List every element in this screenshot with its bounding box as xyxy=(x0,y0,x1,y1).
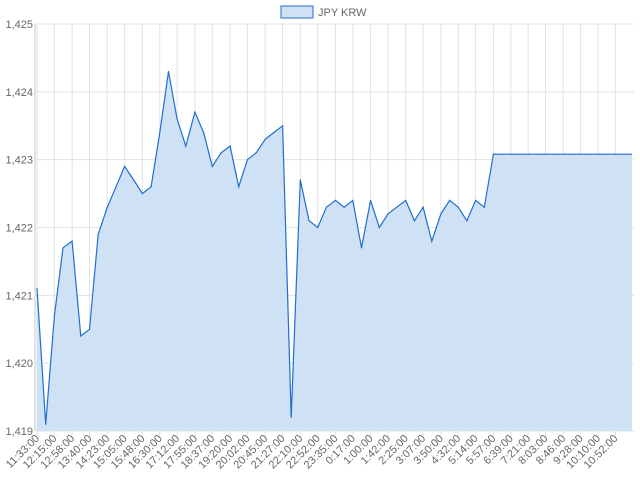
data-point xyxy=(159,131,161,134)
y-tick-label: 1,423 xyxy=(5,155,33,167)
data-point xyxy=(396,206,398,208)
data-point xyxy=(229,145,231,147)
data-point xyxy=(544,153,547,155)
data-point xyxy=(167,70,170,73)
data-point xyxy=(501,153,503,155)
data-point xyxy=(623,153,625,155)
legend-label: JPY KRW xyxy=(318,7,367,19)
data-point xyxy=(606,153,608,155)
legend[interactable]: JPY KRW xyxy=(280,5,367,19)
data-point xyxy=(518,153,521,155)
data-point xyxy=(202,131,205,134)
y-tick-label: 1,425 xyxy=(5,19,33,31)
data-point xyxy=(211,165,213,168)
data-point xyxy=(80,335,82,337)
data-point xyxy=(317,226,319,229)
data-point xyxy=(360,247,363,249)
data-point xyxy=(413,220,416,222)
data-point xyxy=(536,153,538,155)
data-point xyxy=(255,152,257,154)
data-point xyxy=(124,165,126,168)
data-point xyxy=(378,226,380,229)
data-point xyxy=(238,186,240,188)
x-axis: 11:33:0012:15:0012:58:0013:40:0014:23:00… xyxy=(4,433,621,472)
data-point xyxy=(220,152,222,154)
legend-swatch xyxy=(280,5,314,19)
y-tick-label: 1,424 xyxy=(5,87,33,99)
data-point xyxy=(36,287,38,290)
data-point xyxy=(352,199,354,201)
data-point xyxy=(483,206,485,208)
data-point xyxy=(597,153,599,155)
data-point xyxy=(431,240,433,242)
data-point xyxy=(571,153,573,155)
data-point xyxy=(62,247,64,249)
data-point xyxy=(106,206,108,208)
y-tick-label: 1,422 xyxy=(5,223,33,235)
data-point xyxy=(562,153,564,155)
data-point xyxy=(281,125,284,127)
data-point xyxy=(580,153,582,155)
data-point xyxy=(422,206,424,208)
data-point xyxy=(553,153,555,155)
data-point xyxy=(527,153,529,155)
data-point xyxy=(176,118,178,120)
data-point xyxy=(194,111,196,113)
data-point xyxy=(448,199,451,201)
data-point xyxy=(405,199,407,201)
y-tick-label: 1,419 xyxy=(5,426,33,438)
y-tick-label: 1,420 xyxy=(5,358,33,370)
data-point xyxy=(343,206,345,208)
data-point xyxy=(510,153,512,155)
data-point xyxy=(141,192,144,195)
data-point xyxy=(492,153,494,155)
data-point xyxy=(246,159,249,161)
data-point xyxy=(308,220,310,222)
data-point xyxy=(457,206,459,208)
data-point xyxy=(466,220,468,222)
data-point xyxy=(290,416,292,419)
data-point xyxy=(115,186,117,188)
data-point xyxy=(53,315,55,317)
data-point xyxy=(185,145,187,147)
data-point xyxy=(299,179,301,181)
series-area xyxy=(36,70,632,431)
data-point xyxy=(387,213,389,215)
data-point xyxy=(440,213,442,215)
data-point xyxy=(88,328,91,330)
data-point xyxy=(71,240,73,242)
data-point xyxy=(614,153,616,155)
data-point xyxy=(475,199,477,201)
data-point xyxy=(97,233,99,235)
series-fill xyxy=(37,71,632,431)
data-point xyxy=(588,153,590,155)
data-point xyxy=(150,186,152,188)
data-point xyxy=(370,199,372,201)
y-axis: 1,419 1,420 1,421 1,422 1,423 1,424 1,425 xyxy=(5,19,33,438)
data-point xyxy=(325,206,327,208)
data-point xyxy=(273,131,275,134)
data-point xyxy=(45,423,47,425)
y-tick-label: 1,421 xyxy=(5,290,33,302)
data-point xyxy=(334,199,337,201)
data-point xyxy=(264,138,266,140)
data-point xyxy=(133,179,135,181)
